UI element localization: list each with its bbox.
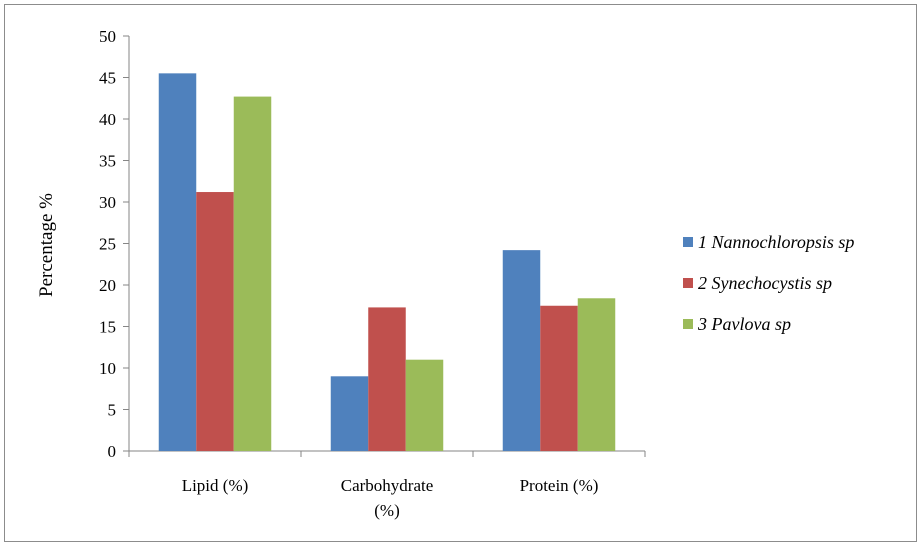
bar bbox=[158, 73, 197, 451]
chart-frame bbox=[4, 4, 917, 542]
y-axis-title: Percentage % bbox=[36, 193, 57, 297]
y-tick-label: 25 bbox=[99, 235, 116, 254]
x-tick-labels: Lipid (%) Carbohydrate (%) Protein (%) bbox=[182, 476, 599, 520]
legend: 1 Nannochloropsis sp 2 Synechocystis sp 3 … bbox=[683, 232, 854, 334]
x-tick-label: Carbohydrate bbox=[341, 476, 434, 495]
bar bbox=[196, 192, 234, 452]
y-tick-label: 20 bbox=[99, 276, 116, 295]
bar bbox=[502, 250, 541, 451]
legend-swatch bbox=[683, 237, 693, 247]
bar bbox=[330, 376, 369, 451]
y-tick-label: 35 bbox=[99, 152, 116, 171]
y-tick-label: 5 bbox=[108, 401, 117, 420]
y-tick-label: 10 bbox=[99, 359, 116, 378]
y-tick-label: 15 bbox=[99, 318, 116, 337]
bars bbox=[158, 73, 616, 452]
x-tick-label: Protein (%) bbox=[520, 476, 599, 495]
legend-label: 2 Synechocystis sp bbox=[698, 273, 832, 293]
bar bbox=[540, 305, 578, 451]
x-tick-label: Lipid (%) bbox=[182, 476, 249, 495]
bar bbox=[405, 359, 444, 451]
legend-swatch bbox=[683, 319, 693, 329]
legend-swatch bbox=[683, 278, 693, 288]
legend-label: 1 Nannochloropsis sp bbox=[698, 232, 854, 252]
y-ticks: 0 5 10 15 20 25 30 35 40 45 50 bbox=[99, 27, 646, 461]
bar bbox=[233, 96, 272, 451]
legend-label: 3 Pavlova sp bbox=[697, 314, 791, 334]
y-tick-label: 50 bbox=[99, 27, 116, 46]
y-tick-label: 40 bbox=[99, 110, 116, 129]
y-tick-label: 30 bbox=[99, 193, 116, 212]
y-tick-label: 45 bbox=[99, 69, 116, 88]
y-tick-label: 0 bbox=[108, 442, 117, 461]
bar bbox=[577, 298, 616, 451]
bar bbox=[368, 307, 406, 451]
x-tick-label: (%) bbox=[374, 501, 399, 520]
